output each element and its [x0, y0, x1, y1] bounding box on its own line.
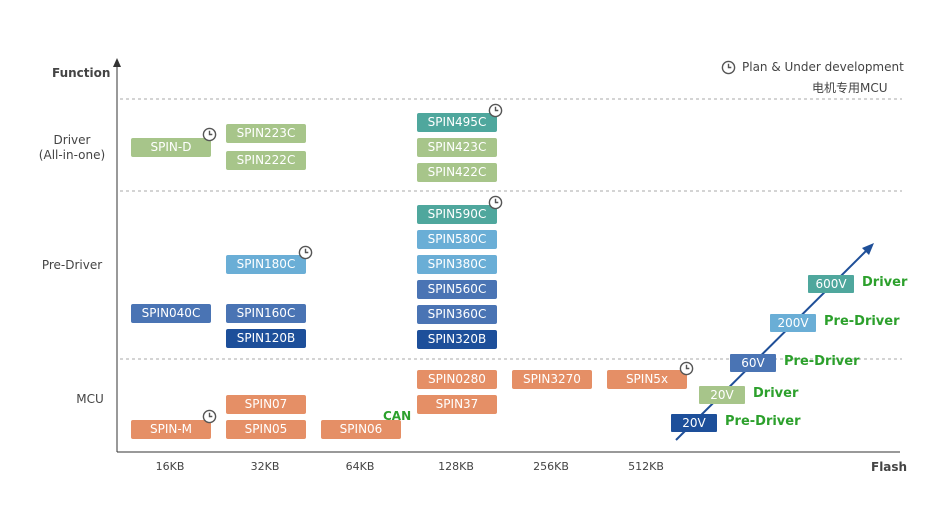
voltage-type-20v-predriver: Pre-Driver	[725, 414, 801, 429]
chip-spin422c[interactable]: SPIN422C	[417, 163, 497, 182]
voltage-type-20v-driver: Driver	[753, 386, 799, 401]
chip-spin-d[interactable]: SPIN-D	[131, 138, 211, 157]
chip-spin06[interactable]: SPIN06	[321, 420, 401, 439]
y-axis-title: Function	[52, 66, 111, 80]
chip-spin423c[interactable]: SPIN423C	[417, 138, 497, 157]
voltage-badge-600v: 600V	[808, 275, 854, 293]
voltage-badge-20v-predriver: 20V	[671, 414, 717, 432]
x-tick-512kb: 512KB	[628, 460, 664, 473]
chip-spin590c[interactable]: SPIN590C	[417, 205, 497, 224]
chip-spin37[interactable]: SPIN37	[417, 395, 497, 414]
chip-spin160c[interactable]: SPIN160C	[226, 304, 306, 323]
x-tick-64kb: 64KB	[345, 460, 375, 473]
clock-icon	[202, 409, 217, 424]
voltage-type-600v: Driver	[862, 275, 908, 290]
chip-spin040c[interactable]: SPIN040C	[131, 304, 211, 323]
chip-spin360c[interactable]: SPIN360C	[417, 305, 497, 324]
legend-plan-label: Plan & Under development	[742, 60, 904, 74]
chip-spin320b[interactable]: SPIN320B	[417, 330, 497, 349]
chip-spin5x[interactable]: SPIN5x	[607, 370, 687, 389]
chip-spin180c[interactable]: SPIN180C	[226, 255, 306, 274]
chip-spin223c[interactable]: SPIN223C	[226, 124, 306, 143]
clock-icon	[298, 245, 313, 260]
x-tick-256kb: 256KB	[533, 460, 569, 473]
chip-spin560c[interactable]: SPIN560C	[417, 280, 497, 299]
chip-spin07[interactable]: SPIN07	[226, 395, 306, 414]
row-label-mcu: MCU	[76, 392, 104, 406]
clock-icon	[202, 127, 217, 142]
chip-spin0280[interactable]: SPIN0280	[417, 370, 497, 389]
clock-icon	[488, 195, 503, 210]
can-label: CAN	[383, 409, 412, 423]
x-tick-32kb: 32KB	[250, 460, 280, 473]
x-axis-title: Flash	[871, 460, 908, 474]
chip-spin3270[interactable]: SPIN3270	[512, 370, 592, 389]
chip-spin580c[interactable]: SPIN580C	[417, 230, 497, 249]
chip-spin-m[interactable]: SPIN-M	[131, 420, 211, 439]
voltage-type-200v: Pre-Driver	[824, 314, 900, 329]
clock-icon	[488, 103, 503, 118]
y-axis-arrow	[113, 58, 121, 67]
chip-spin495c[interactable]: SPIN495C	[417, 113, 497, 132]
voltage-badge-200v: 200V	[770, 314, 816, 332]
voltage-arrow-head	[862, 243, 874, 255]
x-tick-16kb: 16KB	[155, 460, 185, 473]
chip-spin222c[interactable]: SPIN222C	[226, 151, 306, 170]
voltage-type-60v: Pre-Driver	[784, 354, 860, 369]
row-label-driver: Driver (All-in-one)	[38, 133, 106, 162]
clock-icon	[679, 361, 694, 376]
legend-subtitle: 电机专用MCU	[812, 81, 888, 95]
voltage-badge-60v: 60V	[730, 354, 776, 372]
chip-spin120b[interactable]: SPIN120B	[226, 329, 306, 348]
row-label-pre-driver: Pre-Driver	[41, 258, 103, 272]
x-tick-128kb: 128KB	[438, 460, 474, 473]
clock-icon	[721, 60, 736, 75]
chip-spin05[interactable]: SPIN05	[226, 420, 306, 439]
chip-spin380c[interactable]: SPIN380C	[417, 255, 497, 274]
voltage-badge-20v-driver: 20V	[699, 386, 745, 404]
